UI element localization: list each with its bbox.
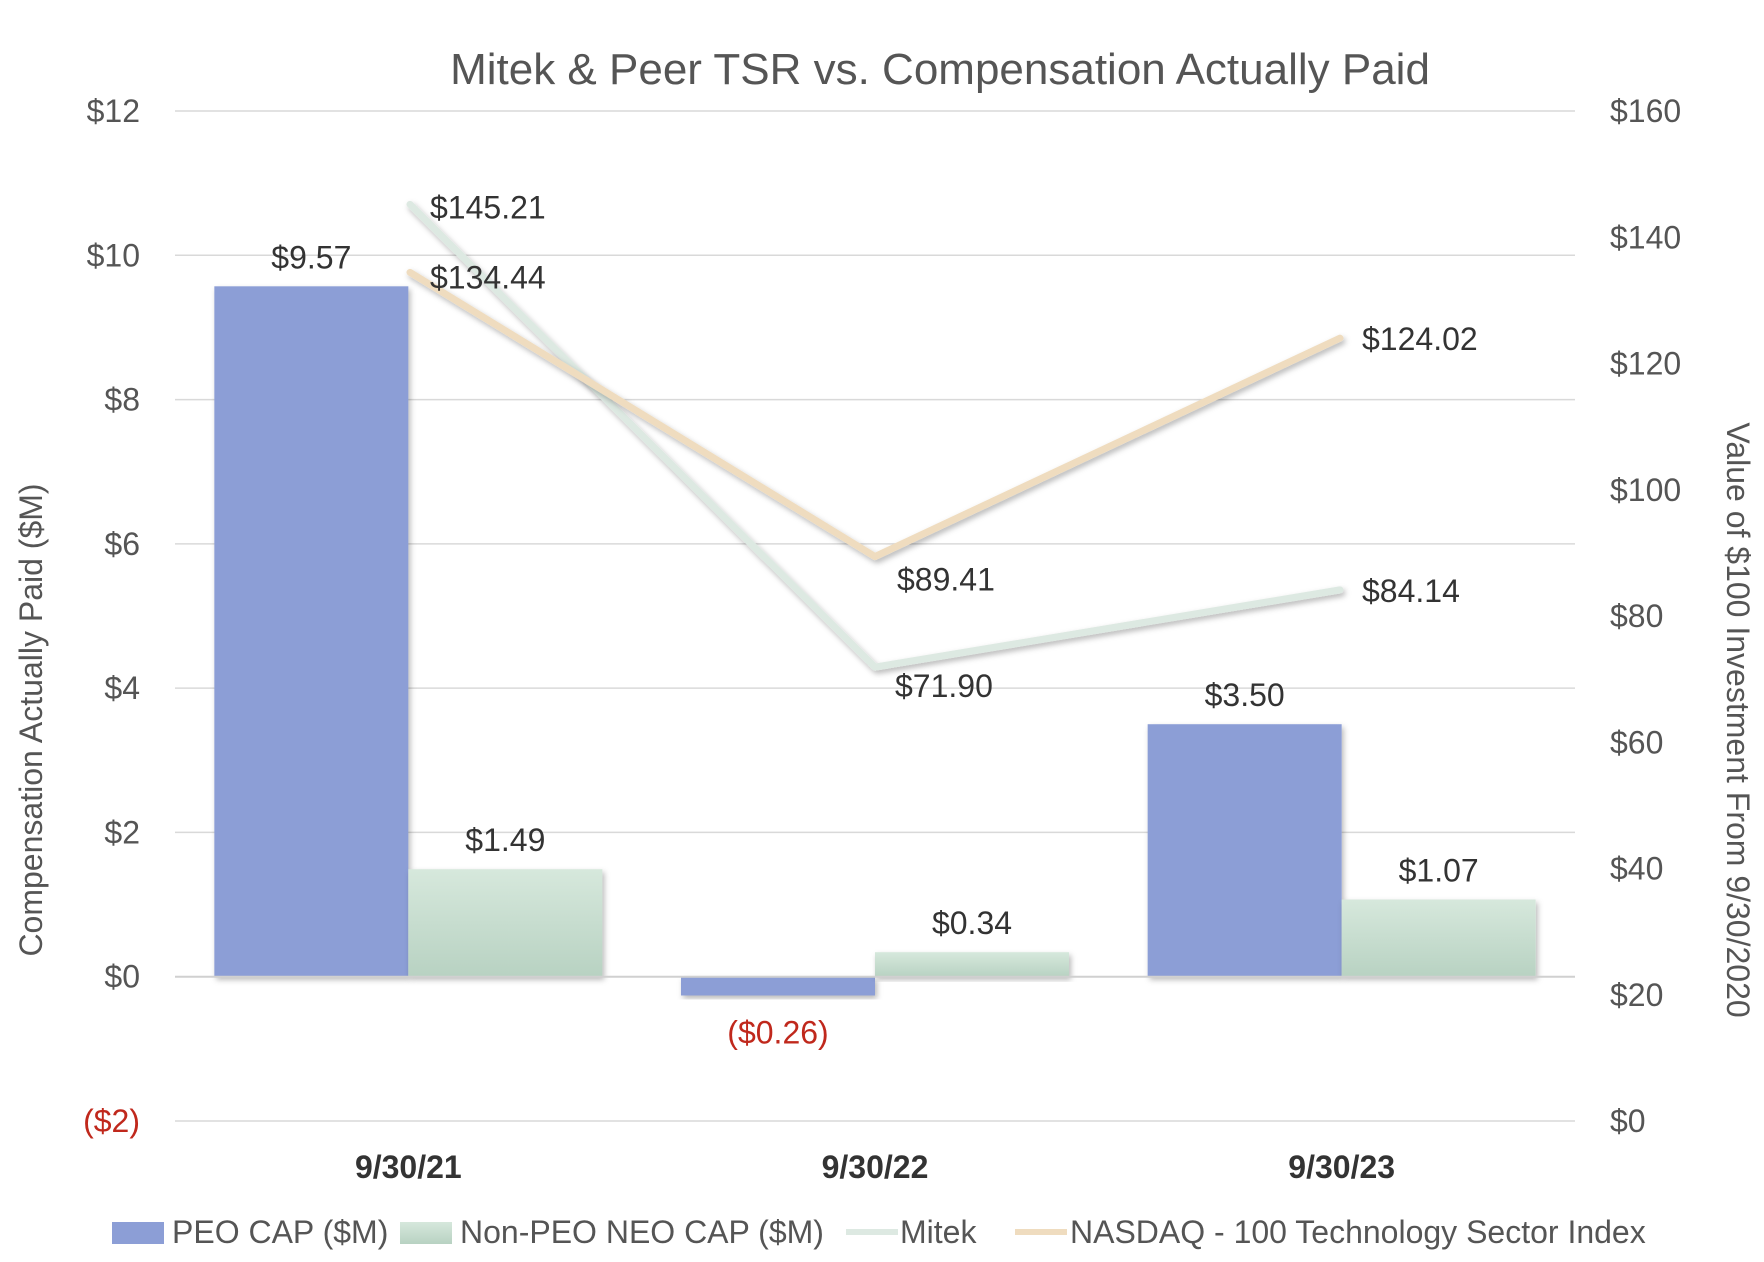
right-tick-label: $20	[1610, 977, 1663, 1013]
bar-series	[214, 286, 1536, 996]
legend: PEO CAP ($M) Non-PEO NEO CAP ($M) Mitek NAS…	[112, 1214, 1646, 1250]
left-tick-label: $8	[104, 382, 140, 418]
right-axis-title: Value of $100 Investment From 9/30/2020	[1720, 422, 1756, 1017]
bar-data-label: $1.07	[1399, 853, 1479, 889]
line-data-label: $71.90	[895, 668, 993, 704]
left-tick-label: $2	[104, 814, 140, 850]
category-label: 9/30/22	[822, 1149, 929, 1185]
left-axis-ticks: ($2) $0 $2 $4 $6 $8 $10 $12	[83, 93, 140, 1139]
right-tick-label: $80	[1610, 598, 1663, 634]
left-tick-label: $10	[87, 237, 140, 273]
left-tick-label: ($2)	[83, 1103, 140, 1139]
line-data-label: $134.44	[430, 259, 546, 295]
left-axis-title: Compensation Actually Paid ($M)	[13, 483, 49, 956]
category-label: 9/30/23	[1288, 1149, 1395, 1185]
legend-label: Mitek	[900, 1214, 977, 1250]
left-tick-label: $0	[104, 959, 140, 995]
line-nasdaq-100-tech	[406, 268, 1344, 561]
right-axis-ticks: $0 $20 $40 $60 $80 $100 $120 $140 $160	[1610, 93, 1681, 1139]
legend-swatch	[400, 1222, 452, 1244]
bar-data-label: $0.34	[932, 905, 1012, 941]
chart-title: Mitek & Peer TSR vs. Compensation Actual…	[450, 45, 1430, 94]
bar-data-label: ($0.26)	[727, 1014, 828, 1050]
bar-non-peo-neo-cap	[1341, 899, 1536, 977]
bar-peo-cap	[681, 976, 875, 996]
line-mitek	[406, 200, 1344, 671]
bar-data-label: $1.49	[465, 822, 545, 858]
left-tick-label: $4	[104, 670, 140, 706]
bar-peo-cap	[214, 286, 409, 977]
category-labels: 9/30/21 9/30/22 9/30/23	[355, 1149, 1395, 1185]
left-tick-label: $12	[87, 93, 140, 129]
right-tick-label: $140	[1610, 219, 1681, 255]
right-tick-label: $160	[1610, 93, 1681, 129]
line-data-label: $84.14	[1362, 573, 1460, 609]
right-tick-label: $40	[1610, 851, 1663, 887]
line-data-label: $124.02	[1362, 321, 1478, 357]
right-tick-label: $100	[1610, 472, 1681, 508]
line-series	[406, 200, 1344, 671]
bar-data-label: $3.50	[1205, 677, 1285, 713]
line-data-label: $89.41	[897, 562, 995, 598]
bar-data-label: $9.57	[271, 239, 351, 275]
data-labels: $9.57 ($0.26) $3.50 $1.49 $0.34 $1.07 $145.21 $…	[271, 189, 1478, 1050]
line-data-label: $145.21	[430, 189, 546, 225]
legend-label: Non-PEO NEO CAP ($M)	[460, 1214, 824, 1250]
legend-label: PEO CAP ($M)	[172, 1214, 388, 1250]
right-tick-label: $120	[1610, 346, 1681, 382]
legend-swatch	[112, 1222, 164, 1244]
bar-non-peo-neo-cap	[408, 869, 603, 977]
bar-peo-cap	[1147, 724, 1342, 977]
left-tick-label: $6	[104, 526, 140, 562]
right-tick-label: $60	[1610, 724, 1663, 760]
category-label: 9/30/21	[355, 1149, 462, 1185]
bar-non-peo-neo-cap	[875, 952, 1069, 977]
right-tick-label: $0	[1610, 1103, 1646, 1139]
legend-label: NASDAQ - 100 Technology Sector Index	[1070, 1214, 1646, 1250]
gridlines	[175, 110, 1575, 1122]
